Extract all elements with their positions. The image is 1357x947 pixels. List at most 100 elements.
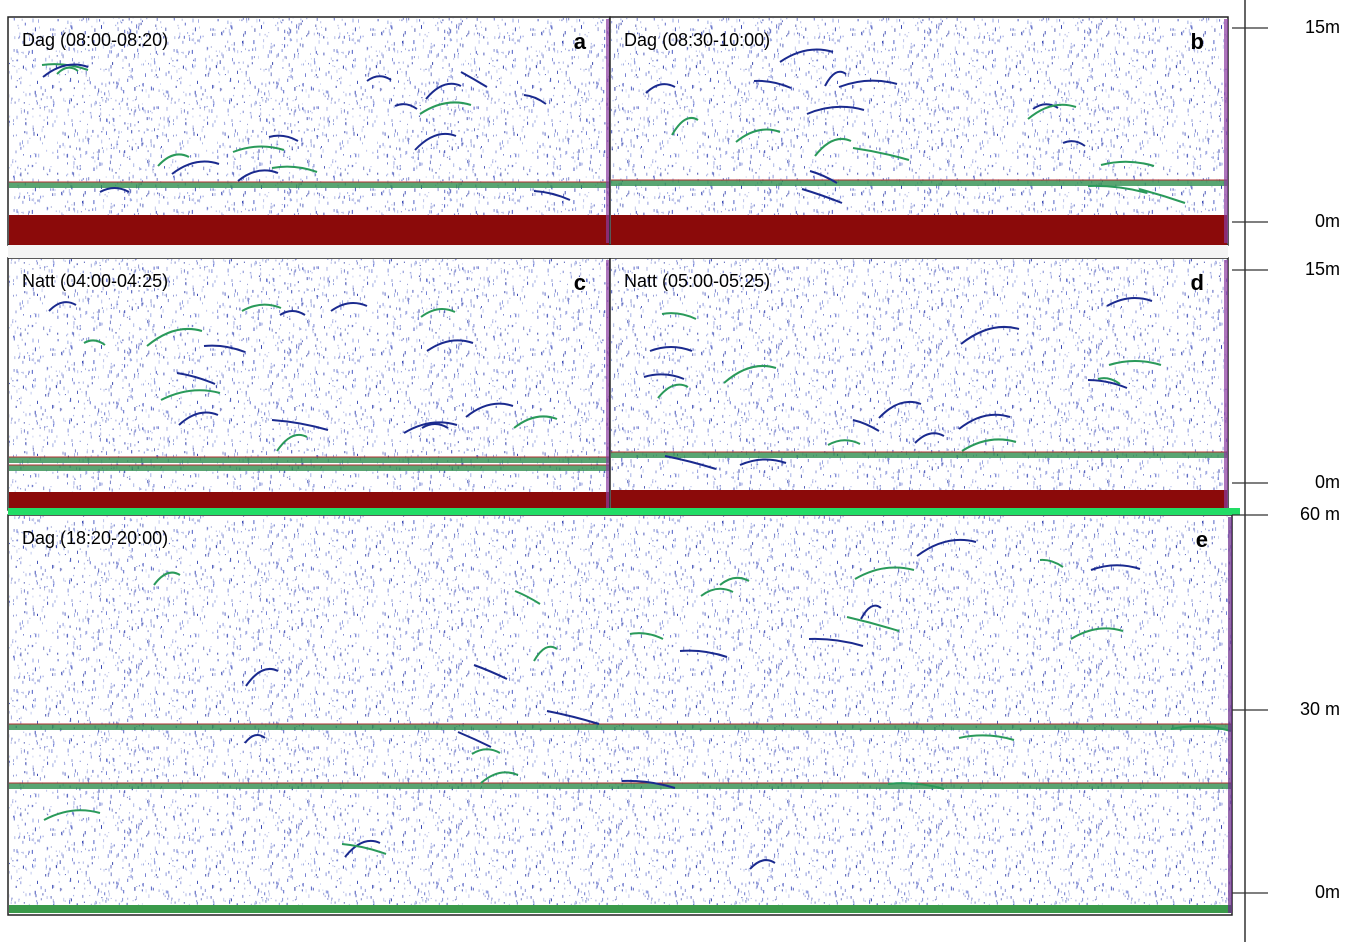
fish-trace bbox=[960, 325, 1020, 345]
fish-trace bbox=[1039, 558, 1064, 568]
fish-trace bbox=[958, 413, 1011, 430]
fish-trace bbox=[473, 664, 508, 680]
fish-trace bbox=[42, 63, 89, 78]
fish-trace bbox=[808, 637, 864, 647]
fish-trace bbox=[723, 364, 777, 384]
fish-trace bbox=[421, 423, 449, 429]
fish-trace bbox=[341, 843, 387, 855]
fish-trace bbox=[779, 48, 834, 63]
fish-trace bbox=[271, 419, 329, 431]
fish-trace bbox=[827, 439, 861, 446]
fish-trace bbox=[887, 782, 945, 790]
fish-trace bbox=[414, 132, 457, 151]
fish-trace bbox=[471, 748, 501, 755]
fish-trace bbox=[645, 83, 676, 94]
color-scale bbox=[606, 260, 610, 508]
fish-trace bbox=[621, 779, 676, 789]
fish-trace bbox=[426, 339, 474, 352]
fish-trace bbox=[394, 103, 418, 110]
fish-trace bbox=[244, 733, 266, 744]
fish-trace bbox=[237, 169, 279, 182]
fish-trace bbox=[176, 372, 216, 385]
fish-trace bbox=[753, 79, 792, 89]
fish-trace bbox=[83, 339, 106, 346]
fish-trace bbox=[403, 421, 458, 434]
fish-trace bbox=[846, 616, 900, 632]
fish-trace bbox=[241, 303, 282, 312]
echo-speckle bbox=[9, 516, 1231, 906]
fish-trace bbox=[1170, 725, 1232, 732]
fish-trace bbox=[749, 859, 776, 870]
panel-letter: c bbox=[574, 270, 586, 295]
fish-trace bbox=[546, 710, 600, 725]
fish-trace bbox=[824, 70, 847, 87]
fish-trace bbox=[146, 327, 203, 347]
echo-layer bbox=[9, 783, 1231, 789]
panel-letter: a bbox=[574, 29, 587, 54]
fish-trace bbox=[533, 190, 571, 201]
fish-trace bbox=[268, 134, 299, 142]
fish-trace bbox=[203, 344, 246, 353]
color-scale bbox=[1224, 260, 1228, 508]
fish-trace bbox=[806, 105, 865, 115]
fish-trace bbox=[330, 301, 368, 312]
seabed bbox=[9, 492, 609, 510]
panel-label: Natt (05:00-05:25) bbox=[624, 271, 770, 291]
fish-trace bbox=[99, 187, 130, 193]
fish-trace bbox=[629, 632, 664, 640]
fish-trace bbox=[914, 432, 945, 444]
fish-trace bbox=[1062, 140, 1086, 147]
fish-trace bbox=[232, 145, 285, 153]
fish-trace bbox=[460, 71, 488, 88]
fish-trace bbox=[533, 645, 558, 662]
fish-trace bbox=[344, 839, 381, 858]
fish-trace bbox=[43, 809, 101, 821]
fish-trace bbox=[1106, 296, 1153, 307]
fish-trace bbox=[513, 415, 558, 429]
fish-trace bbox=[1087, 184, 1148, 194]
fish-trace bbox=[419, 101, 472, 115]
fish-trace bbox=[860, 604, 882, 620]
depth-label: 0m bbox=[1315, 472, 1340, 492]
fish-trace bbox=[56, 66, 79, 75]
fish-trace bbox=[366, 75, 392, 82]
fish-trace bbox=[245, 667, 279, 687]
time-strip bbox=[8, 245, 1228, 258]
fish-trace bbox=[801, 188, 843, 204]
fish-trace bbox=[1138, 188, 1186, 204]
fish-trace bbox=[153, 571, 181, 586]
echo-layer bbox=[611, 180, 1227, 186]
depth-label: 0m bbox=[1315, 882, 1340, 902]
fish-trace bbox=[814, 137, 852, 157]
fish-trace bbox=[878, 400, 922, 419]
depth-label: 60 m bbox=[1300, 504, 1340, 524]
fish-trace bbox=[1108, 360, 1162, 366]
fish-trace bbox=[1087, 379, 1128, 389]
color-scale bbox=[1228, 517, 1232, 913]
echo-layer bbox=[9, 724, 1231, 730]
fish-trace bbox=[679, 649, 728, 658]
panel-label: Dag (08:00-08:20) bbox=[22, 30, 168, 50]
fish-trace bbox=[664, 455, 717, 470]
fish-trace bbox=[735, 128, 781, 143]
fish-trace bbox=[171, 160, 220, 175]
fish-trace bbox=[425, 82, 462, 100]
fish-trace bbox=[961, 438, 1017, 452]
fish-trace bbox=[523, 94, 547, 105]
fish-trace bbox=[719, 576, 750, 586]
fish-trace bbox=[276, 433, 308, 452]
fish-trace bbox=[958, 734, 1015, 741]
fish-trace bbox=[649, 346, 693, 352]
panel-letter: b bbox=[1191, 29, 1204, 54]
seabed bbox=[9, 905, 1231, 913]
fish-trace bbox=[739, 458, 787, 466]
fish-trace bbox=[852, 147, 910, 161]
fish-trace bbox=[854, 566, 915, 580]
seabed bbox=[611, 490, 1227, 510]
seabed bbox=[611, 215, 1227, 245]
fish-trace bbox=[852, 419, 880, 432]
fish-trace bbox=[279, 310, 306, 316]
fish-trace bbox=[420, 307, 456, 318]
fish-trace bbox=[178, 411, 219, 426]
